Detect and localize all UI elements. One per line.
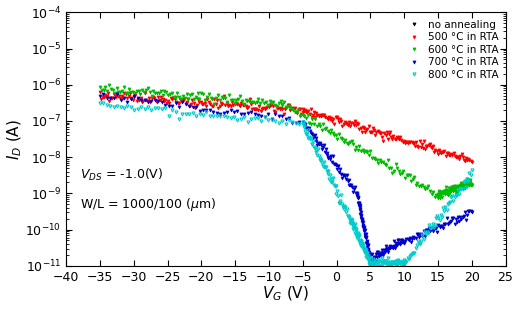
800 °C in RTA bbox=[469, 168, 475, 172]
500 °C in RTA bbox=[437, 150, 443, 154]
600 °C in RTA bbox=[97, 85, 103, 88]
800 °C in RTA bbox=[438, 213, 444, 217]
no annealing bbox=[319, 8, 325, 12]
Line: 500 °C in RTA: 500 °C in RTA bbox=[99, 90, 473, 163]
Line: 700 °C in RTA: 700 °C in RTA bbox=[99, 92, 473, 263]
700 °C in RTA bbox=[469, 210, 475, 214]
600 °C in RTA bbox=[402, 176, 408, 180]
Line: no annealing: no annealing bbox=[99, 6, 473, 13]
600 °C in RTA bbox=[411, 176, 417, 179]
no annealing bbox=[318, 7, 324, 11]
no annealing bbox=[98, 7, 104, 11]
700 °C in RTA bbox=[97, 95, 103, 98]
no annealing bbox=[97, 8, 103, 11]
500 °C in RTA bbox=[415, 145, 421, 149]
700 °C in RTA bbox=[104, 97, 110, 100]
800 °C in RTA bbox=[366, 256, 373, 260]
800 °C in RTA bbox=[416, 241, 422, 245]
no annealing bbox=[325, 7, 332, 11]
800 °C in RTA bbox=[369, 263, 375, 266]
500 °C in RTA bbox=[469, 160, 475, 163]
700 °C in RTA bbox=[367, 257, 373, 261]
500 °C in RTA bbox=[97, 90, 103, 94]
700 °C in RTA bbox=[370, 257, 376, 261]
600 °C in RTA bbox=[469, 183, 475, 187]
700 °C in RTA bbox=[367, 257, 374, 260]
Y-axis label: $I_D$ (A): $I_D$ (A) bbox=[6, 119, 24, 159]
800 °C in RTA bbox=[367, 261, 373, 265]
600 °C in RTA bbox=[437, 196, 443, 200]
600 °C in RTA bbox=[460, 186, 466, 190]
700 °C in RTA bbox=[370, 260, 376, 264]
no annealing bbox=[436, 7, 443, 11]
Line: 600 °C in RTA: 600 °C in RTA bbox=[99, 83, 473, 199]
500 °C in RTA bbox=[337, 117, 343, 121]
800 °C in RTA bbox=[97, 101, 103, 105]
500 °C in RTA bbox=[98, 97, 104, 101]
700 °C in RTA bbox=[439, 225, 445, 228]
Text: W/L = 1000/100 ($\mu$m): W/L = 1000/100 ($\mu$m) bbox=[79, 196, 216, 213]
600 °C in RTA bbox=[106, 83, 112, 87]
700 °C in RTA bbox=[417, 233, 424, 237]
Line: 800 °C in RTA: 800 °C in RTA bbox=[99, 101, 473, 269]
no annealing bbox=[413, 7, 419, 11]
600 °C in RTA bbox=[403, 173, 409, 177]
600 °C in RTA bbox=[453, 184, 459, 188]
no annealing bbox=[124, 6, 130, 9]
700 °C in RTA bbox=[100, 92, 106, 95]
no annealing bbox=[469, 7, 475, 11]
600 °C in RTA bbox=[99, 88, 105, 91]
Legend: no annealing, 500 °C in RTA, 600 °C in RTA, 700 °C in RTA, 800 °C in RTA: no annealing, 500 °C in RTA, 600 °C in R… bbox=[403, 18, 500, 82]
500 °C in RTA bbox=[331, 122, 337, 126]
X-axis label: $V_G$ (V): $V_G$ (V) bbox=[262, 285, 309, 303]
no annealing bbox=[353, 9, 359, 13]
800 °C in RTA bbox=[374, 265, 380, 269]
Text: $V_{DS}$ = -1.0(V): $V_{DS}$ = -1.0(V) bbox=[79, 167, 163, 183]
800 °C in RTA bbox=[100, 101, 106, 105]
500 °C in RTA bbox=[330, 117, 336, 121]
